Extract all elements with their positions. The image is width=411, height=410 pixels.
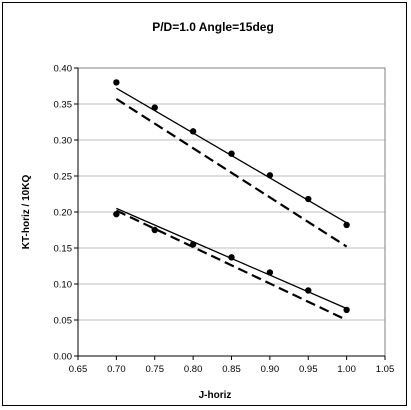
y-tick-label: 0.15 [54,244,73,255]
x-tick-label: 0.65 [69,364,88,375]
data-point [189,128,197,135]
y-axis-label: KT-horiz / 10KQ [21,175,32,250]
axes: 0.00 0.05 0.10 0.15 0.20 0.25 0.30 0.35 0.40 0.65… [54,64,395,376]
y-tick-label: 0.30 [54,136,73,147]
dashed-fit-line [115,98,348,248]
y-tick-label: 0.10 [54,280,73,291]
solid-fit-line [116,87,347,224]
grid [78,67,385,321]
series-group [113,79,350,321]
x-tick-label: 0.90 [261,364,280,375]
y-tick-label: 0.25 [54,172,73,183]
x-tick-label: 1.00 [337,364,356,375]
x-tick-label: 1.05 [376,364,395,375]
dashed-fit-line [115,209,348,321]
y-tick-label: 0.05 [54,316,73,327]
data-point [151,226,158,234]
chart-title: P/D=1.0 Angle=15deg [152,20,274,34]
x-tick-label: 0.70 [107,364,126,375]
y-tick-label: 0.00 [54,352,73,363]
x-axis-label: J-horiz [199,390,232,401]
data-point [113,79,120,86]
x-tick-label: 0.95 [299,364,318,375]
x-tick-label: 0.80 [184,364,203,375]
data-point [343,221,350,229]
y-tick-label: 0.40 [54,64,73,75]
solid-fit-line [116,207,347,310]
y-tick-label: 0.20 [54,208,73,219]
chart-frame [2,2,407,406]
data-point [113,210,120,218]
x-tick-label: 0.75 [146,364,165,375]
y-tick-label: 0.35 [54,100,73,111]
x-tick-label: 0.85 [222,364,241,375]
